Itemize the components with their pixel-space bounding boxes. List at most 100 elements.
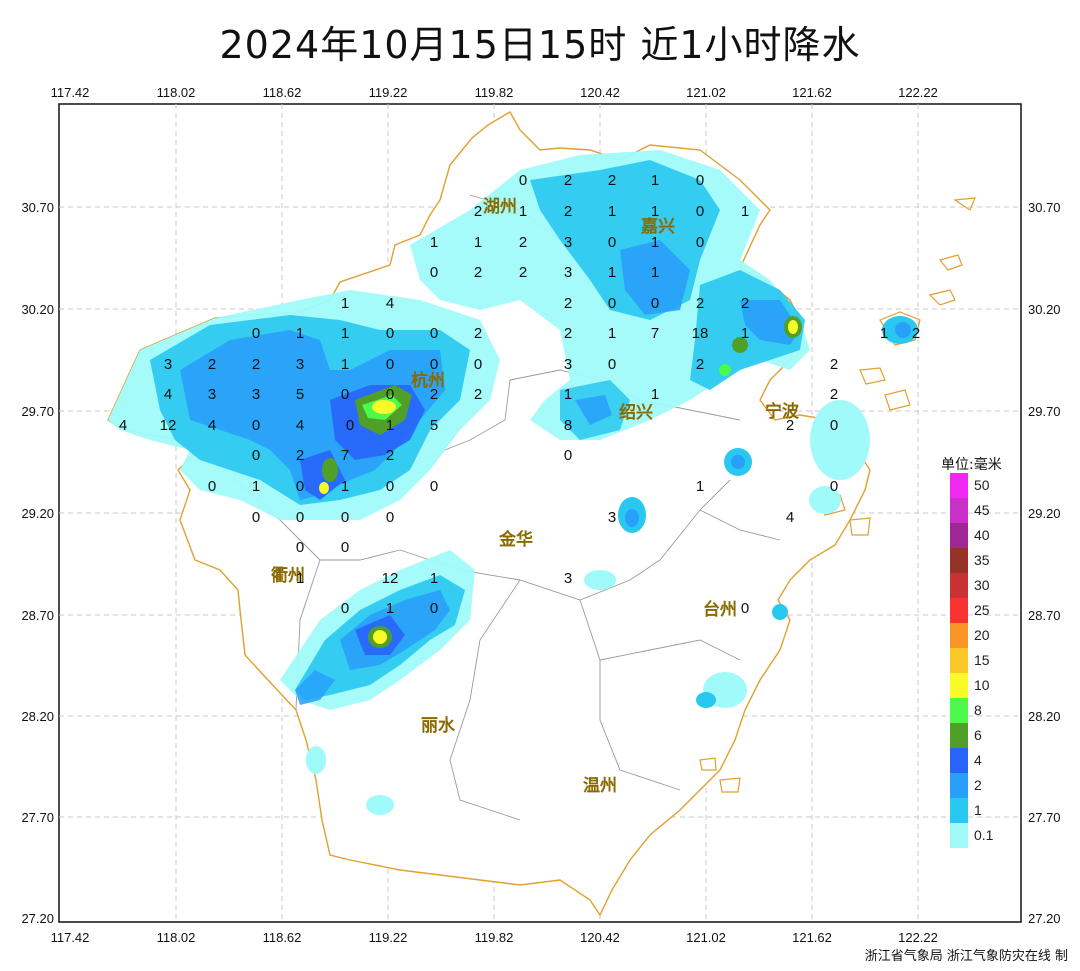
station-value: 2 [564,172,572,189]
legend-label: 0.1 [974,827,994,843]
station-value: 1 [608,203,616,220]
legend-entry: 25 [950,598,1020,623]
station-value: 2 [564,203,572,220]
legend-swatch [950,748,968,773]
lon-tick-top: 117.42 [51,85,90,100]
legend-label: 10 [974,677,990,693]
station-value: 1 [296,325,304,342]
legend-label: 20 [974,627,990,643]
legend-label: 30 [974,577,990,593]
legend-entry: 4 [950,748,1020,773]
station-value: 1 [519,203,527,220]
station-value: 1 [252,478,260,495]
station-value: 0 [608,295,616,312]
station-value: 0 [296,539,304,556]
station-value: 0 [696,172,704,189]
station-value: 0 [386,478,394,495]
station-value: 2 [252,356,260,373]
lon-tick-bottom: 122.22 [898,930,938,945]
station-value: 1 [651,172,659,189]
station-value: 1 [430,234,438,251]
lat-tick-left: 27.20 [21,911,54,926]
city-label: 丽水 [421,715,456,736]
legend-label: 8 [974,702,982,718]
station-value: 2 [564,295,572,312]
station-value: 0 [430,600,438,617]
station-value: 0 [386,509,394,526]
station-value: 0 [474,356,482,373]
city-label: 湖州 [483,197,517,217]
city-label: 金华 [498,529,533,550]
city-label: 宁波 [765,401,800,422]
legend-label: 45 [974,502,990,518]
station-value: 0 [430,325,438,342]
station-value: 1 [651,386,659,403]
legend-entry: 30 [950,573,1020,598]
station-value: 0 [252,447,260,464]
lat-tick-left: 28.20 [21,709,54,724]
station-value: 2 [912,325,920,342]
station-value: 0 [341,539,349,556]
lon-tick-top: 121.62 [792,85,832,100]
lon-tick-top: 119.82 [475,85,514,100]
legend-entry: 35 [950,548,1020,573]
legend-swatch [950,798,968,823]
station-value: 1 [651,264,659,281]
station-value: 1 [341,478,349,495]
station-value: 3 [564,570,572,587]
station-value: 0 [741,600,749,617]
lon-tick-top: 120.42 [580,85,620,100]
lon-tick-top: 118.02 [157,85,196,100]
station-value: 0 [430,264,438,281]
lon-tick-top: 119.22 [369,85,408,100]
station-value: 4 [786,509,794,526]
lat-tick-left: 29.70 [21,404,54,419]
lon-tick-top: 118.62 [263,85,302,100]
station-value: 0 [386,386,394,403]
station-value: 0 [252,509,260,526]
legend-label: 4 [974,752,982,768]
station-value: 1 [696,478,704,495]
lon-tick-bottom: 120.42 [580,930,620,945]
city-label: 衢州 [271,565,305,586]
legend-entry: 0.1 [950,823,1020,848]
station-value: 4 [164,386,172,403]
lon-tick-bottom: 119.82 [475,930,514,945]
legend-swatch [950,548,968,573]
legend-swatch [950,573,968,598]
station-value: 0 [564,447,572,464]
station-value: 4 [296,417,304,434]
lat-tick-right: 28.70 [1028,608,1061,623]
station-value: 2 [474,386,482,403]
station-value: 12 [382,570,399,587]
station-value: 0 [430,356,438,373]
station-value: 0 [608,234,616,251]
station-value: 2 [786,417,794,434]
legend-swatch [950,473,968,498]
station-value: 1 [651,203,659,220]
station-value: 1 [651,234,659,251]
lat-tick-right: 28.20 [1028,709,1061,724]
station-value: 8 [564,417,572,434]
station-value: 2 [519,264,527,281]
station-value: 4 [208,417,216,434]
station-value: 5 [296,386,304,403]
legend-label: 2 [974,777,982,793]
station-value: 1 [741,203,749,220]
station-value: 2 [696,295,704,312]
station-value: 0 [341,600,349,617]
lat-tick-right: 30.70 [1028,200,1061,215]
station-value: 0 [252,417,260,434]
station-value: 5 [430,417,438,434]
legend-swatch [950,723,968,748]
station-value: 1 [564,386,572,403]
station-value: 3 [296,356,304,373]
legend-entry: 10 [950,673,1020,698]
lat-tick-right: 27.20 [1028,911,1061,926]
station-value: 0 [208,478,216,495]
legend-entry: 2 [950,773,1020,798]
station-value: 3 [164,356,172,373]
station-value: 0 [341,386,349,403]
station-value: 2 [608,172,616,189]
